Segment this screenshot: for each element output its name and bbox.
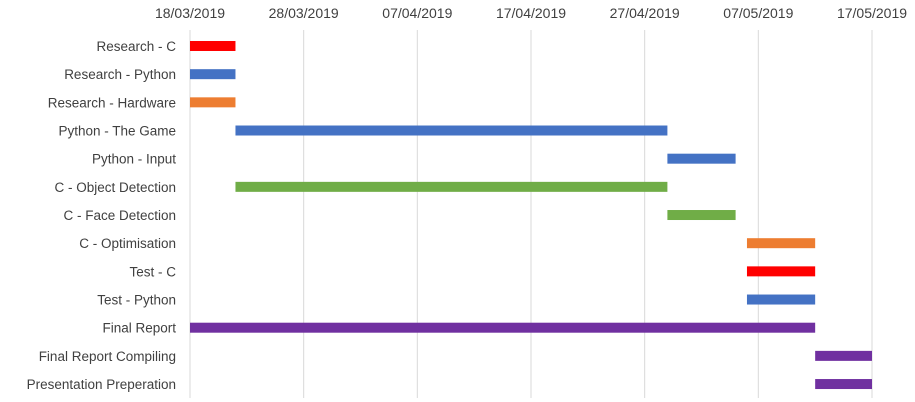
task-label: Python - The Game [58, 124, 176, 139]
x-tick-label: 28/03/2019 [269, 5, 339, 21]
task-labels: Research - C Research - Python Research - … [27, 39, 177, 392]
task-label: Final Report Compiling [39, 349, 176, 364]
task-label: Test - C [129, 264, 176, 279]
task-label: Test - Python [97, 293, 176, 308]
task-bar [190, 69, 236, 80]
task-label: Presentation Preperation [27, 377, 176, 392]
task-bar [815, 379, 872, 390]
task-label: Python - Input [92, 152, 176, 167]
task-bar [235, 181, 668, 192]
task-label: C - Object Detection [54, 180, 176, 195]
task-bar [667, 210, 736, 221]
task-bar [190, 97, 236, 108]
task-label: Final Report [102, 321, 176, 336]
x-tick-label: 17/05/2019 [837, 5, 907, 21]
task-bar [746, 266, 816, 277]
x-axis-ticks: 18/03/2019 28/03/2019 07/04/2019 17/04/2019… [155, 5, 907, 21]
task-bars [190, 41, 872, 390]
task-bar [746, 238, 816, 249]
task-bar [815, 350, 872, 361]
task-label: C - Optimisation [79, 236, 176, 251]
x-tick-label: 07/04/2019 [382, 5, 452, 21]
task-label: Research - Hardware [48, 95, 176, 110]
task-label: Research - C [96, 39, 176, 54]
task-bar [190, 41, 236, 51]
x-tick-label: 27/04/2019 [610, 5, 680, 21]
task-label: C - Face Detection [63, 208, 176, 223]
task-bar [190, 322, 816, 333]
x-tick-label: 18/03/2019 [155, 5, 225, 21]
task-bar [667, 153, 736, 164]
x-tick-label: 17/04/2019 [496, 5, 566, 21]
x-tick-label: 07/05/2019 [723, 5, 793, 21]
task-label: Research - Python [64, 67, 176, 82]
task-bar [235, 125, 668, 136]
task-bar [746, 294, 816, 305]
grid-lines [189, 30, 873, 398]
